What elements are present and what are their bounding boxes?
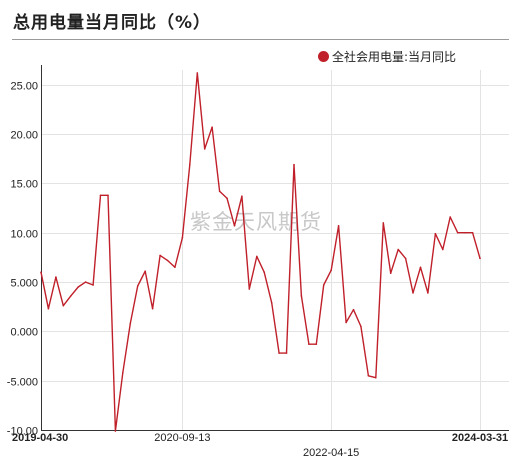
data-point (174, 266, 176, 269)
data-point (345, 321, 347, 324)
data-point (322, 284, 325, 286)
data-point (107, 194, 109, 197)
data-point (114, 430, 117, 432)
data-point (442, 248, 444, 251)
data-point (226, 197, 228, 199)
y-tick-label: -10.00 (7, 426, 38, 438)
data-point (122, 372, 124, 374)
data-point (181, 236, 184, 239)
data-point (62, 304, 65, 307)
data-point (427, 292, 429, 294)
data-point (389, 272, 392, 275)
data-point (203, 148, 206, 150)
data-point (397, 248, 400, 251)
data-point (434, 232, 437, 235)
data-point (449, 216, 452, 218)
data-point (404, 257, 407, 260)
series-line (40, 72, 481, 432)
data-point (77, 286, 79, 288)
data-point (308, 343, 310, 346)
data-point (55, 276, 57, 278)
data-point (47, 307, 50, 310)
data-point (129, 322, 132, 325)
data-point (352, 308, 355, 311)
x-tick-label: 2019-04-30 (12, 432, 68, 444)
chart-title: 总用电量当月同比（%） (13, 13, 212, 33)
data-point (285, 352, 288, 354)
data-point (70, 295, 72, 297)
data-point (315, 343, 318, 346)
data-point (211, 126, 213, 128)
data-point (233, 225, 236, 227)
legend-label: 全社会用电量:当月同比 (332, 50, 457, 64)
data-point (270, 302, 273, 304)
title-divider (12, 39, 509, 40)
data-point (456, 231, 459, 234)
data-point (375, 376, 377, 379)
y-tick-label: -5.000 (7, 377, 38, 389)
data-point (263, 271, 266, 274)
data-point (99, 194, 102, 197)
data-point (196, 72, 199, 74)
data-point (300, 295, 303, 297)
data-point (166, 259, 169, 262)
y-tick-label: 15.00 (10, 179, 38, 191)
x-tick-label: 2022-04-15 (303, 447, 359, 459)
data-point (151, 307, 154, 310)
data-point (241, 195, 243, 197)
x-tick-label: 2020-09-13 (154, 432, 210, 444)
legend-marker (318, 51, 329, 62)
data-point (330, 269, 333, 272)
data-point (92, 284, 94, 286)
data-point (479, 257, 481, 260)
y-tick-label: 10.00 (10, 229, 38, 241)
data-point (382, 222, 385, 224)
data-point (189, 163, 191, 166)
data-point (136, 285, 139, 287)
data-point (464, 231, 466, 234)
y-tick-label: 5.000 (10, 278, 38, 290)
data-point (144, 270, 146, 273)
data-point (255, 255, 258, 258)
data-point (360, 325, 362, 328)
data-point (84, 281, 87, 283)
y-tick-label: 25.00 (10, 81, 38, 93)
data-point (248, 288, 251, 290)
data-point (278, 352, 280, 354)
watermark: 紫金天风期货 (190, 210, 322, 234)
data-point (337, 225, 340, 227)
data-point (40, 271, 42, 274)
data-point (412, 292, 414, 294)
data-point (218, 190, 221, 193)
data-point (367, 375, 370, 377)
data-point (419, 266, 422, 269)
data-point (293, 163, 295, 166)
legend: 全社会用电量:当月同比 (318, 48, 456, 65)
data-point (471, 231, 474, 234)
data-point (159, 254, 161, 257)
y-tick-label: 0.000 (10, 327, 38, 339)
y-tick-label: 20.00 (10, 130, 38, 142)
x-tick-label: 2024-03-31 (452, 432, 508, 444)
